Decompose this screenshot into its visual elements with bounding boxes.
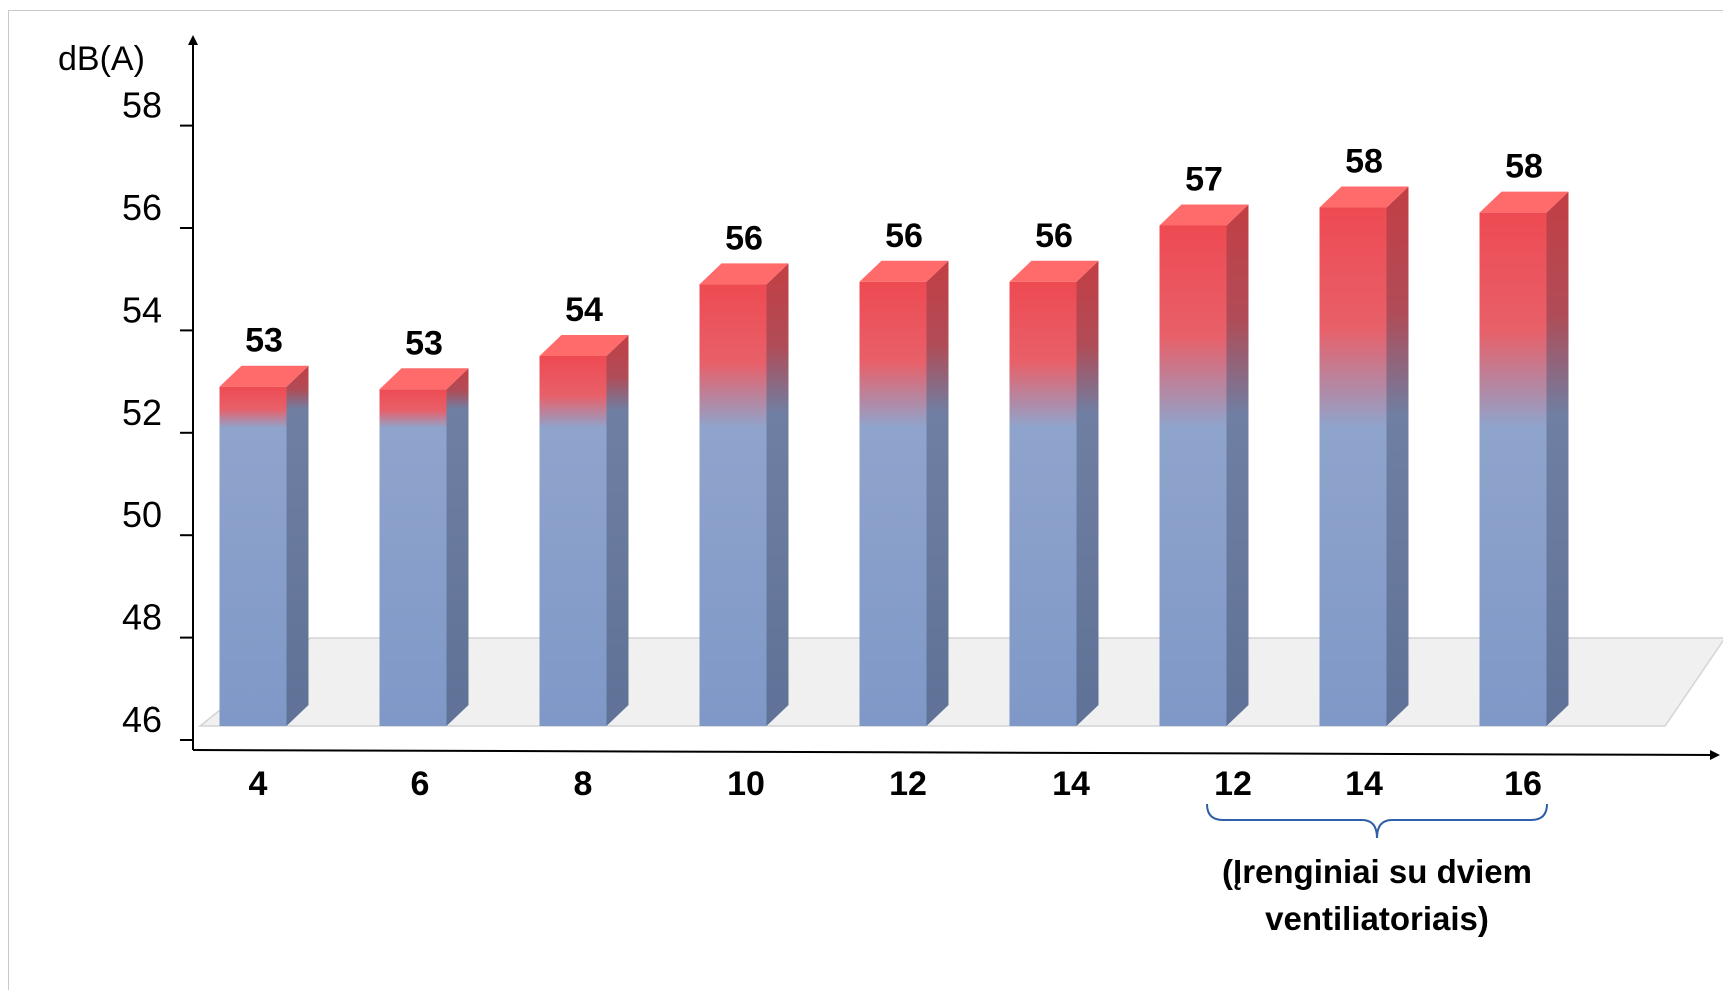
- x-tick-label: 6: [411, 765, 430, 803]
- bar-4: 56: [859, 217, 949, 726]
- bar-6: 57: [1159, 160, 1249, 726]
- y-tick-label: 56: [122, 187, 162, 228]
- bar-top: [1009, 260, 1099, 282]
- bar-value-label: 57: [1185, 160, 1223, 198]
- bar-7: 58: [1319, 143, 1409, 726]
- bar-value-label: 56: [1035, 217, 1073, 255]
- y-tick-label: 46: [122, 699, 162, 740]
- bar-value-label: 56: [885, 217, 923, 255]
- bar-side: [1386, 186, 1409, 726]
- bar-top: [1479, 191, 1569, 213]
- bar-front: [539, 356, 607, 726]
- x-tick-label: 12: [1214, 765, 1252, 803]
- bar-0: 53: [219, 322, 309, 726]
- y-tick-label: 54: [122, 289, 162, 330]
- bar-value-label: 53: [405, 324, 443, 362]
- bar-front: [1009, 281, 1077, 726]
- bar-8: 58: [1479, 148, 1569, 726]
- x-tick-label: 14: [1345, 765, 1383, 803]
- bar-front: [859, 281, 927, 726]
- bar-2: 54: [539, 291, 629, 726]
- bar-value-label: 53: [245, 322, 283, 360]
- bar-top: [1319, 186, 1409, 208]
- bar-top: [859, 260, 949, 282]
- bar-value-label: 58: [1345, 143, 1383, 181]
- bar-top: [379, 368, 469, 390]
- bar-front: [699, 284, 767, 726]
- group-brace: [1206, 803, 1548, 839]
- y-ticks: 46 48 50 52 54 56 58: [122, 85, 193, 741]
- x-tick-label: 14: [1052, 765, 1090, 803]
- y-tick-label: 50: [122, 494, 162, 535]
- bar-front: [379, 389, 447, 726]
- chart-frame: [8, 10, 1723, 990]
- bar-top: [1159, 204, 1249, 226]
- bar-1: 53: [379, 324, 469, 726]
- y-tick-label: 52: [122, 392, 162, 433]
- bar-top: [219, 365, 309, 387]
- bar-front: [1479, 212, 1547, 726]
- bar-top: [539, 335, 629, 356]
- x-tick-label: 16: [1504, 765, 1542, 803]
- bar-top: [699, 263, 789, 285]
- bar-side: [766, 263, 789, 726]
- x-tick-label: 8: [574, 765, 593, 803]
- bar-side: [1226, 204, 1249, 726]
- bar-side: [1546, 191, 1569, 726]
- bar-5: 56: [1009, 217, 1099, 726]
- bar-front: [1319, 207, 1387, 726]
- bar-side: [286, 365, 309, 726]
- x-axis: [192, 749, 1720, 760]
- x-tick-label: 12: [889, 765, 927, 803]
- bars: 53 53 54 56 56 56 57 58 58: [219, 143, 1569, 726]
- bar-value-label: 58: [1505, 148, 1543, 186]
- bar-side: [446, 368, 469, 726]
- bar-side: [1076, 260, 1099, 726]
- group-note-line2: ventiliatoriais): [1265, 900, 1489, 937]
- group-note-line1: (Įrenginiai su dviem: [1222, 853, 1532, 890]
- bar-value-label: 54: [565, 291, 603, 329]
- bar-3: 56: [699, 219, 789, 726]
- bar-value-label: 56: [725, 219, 763, 257]
- y-tick-label: 58: [122, 85, 162, 126]
- x-tick-label: 4: [249, 765, 268, 803]
- bar-front: [219, 386, 287, 726]
- x-tick-label: 10: [727, 765, 765, 803]
- y-tick-label: 48: [122, 597, 162, 638]
- y-axis-label: dB(A): [58, 40, 145, 78]
- bar-side: [606, 335, 629, 726]
- category-labels: 4 6 8 10 12 14 12 14 16: [249, 765, 1542, 803]
- bar-front: [1159, 225, 1227, 726]
- bar-side: [926, 260, 949, 726]
